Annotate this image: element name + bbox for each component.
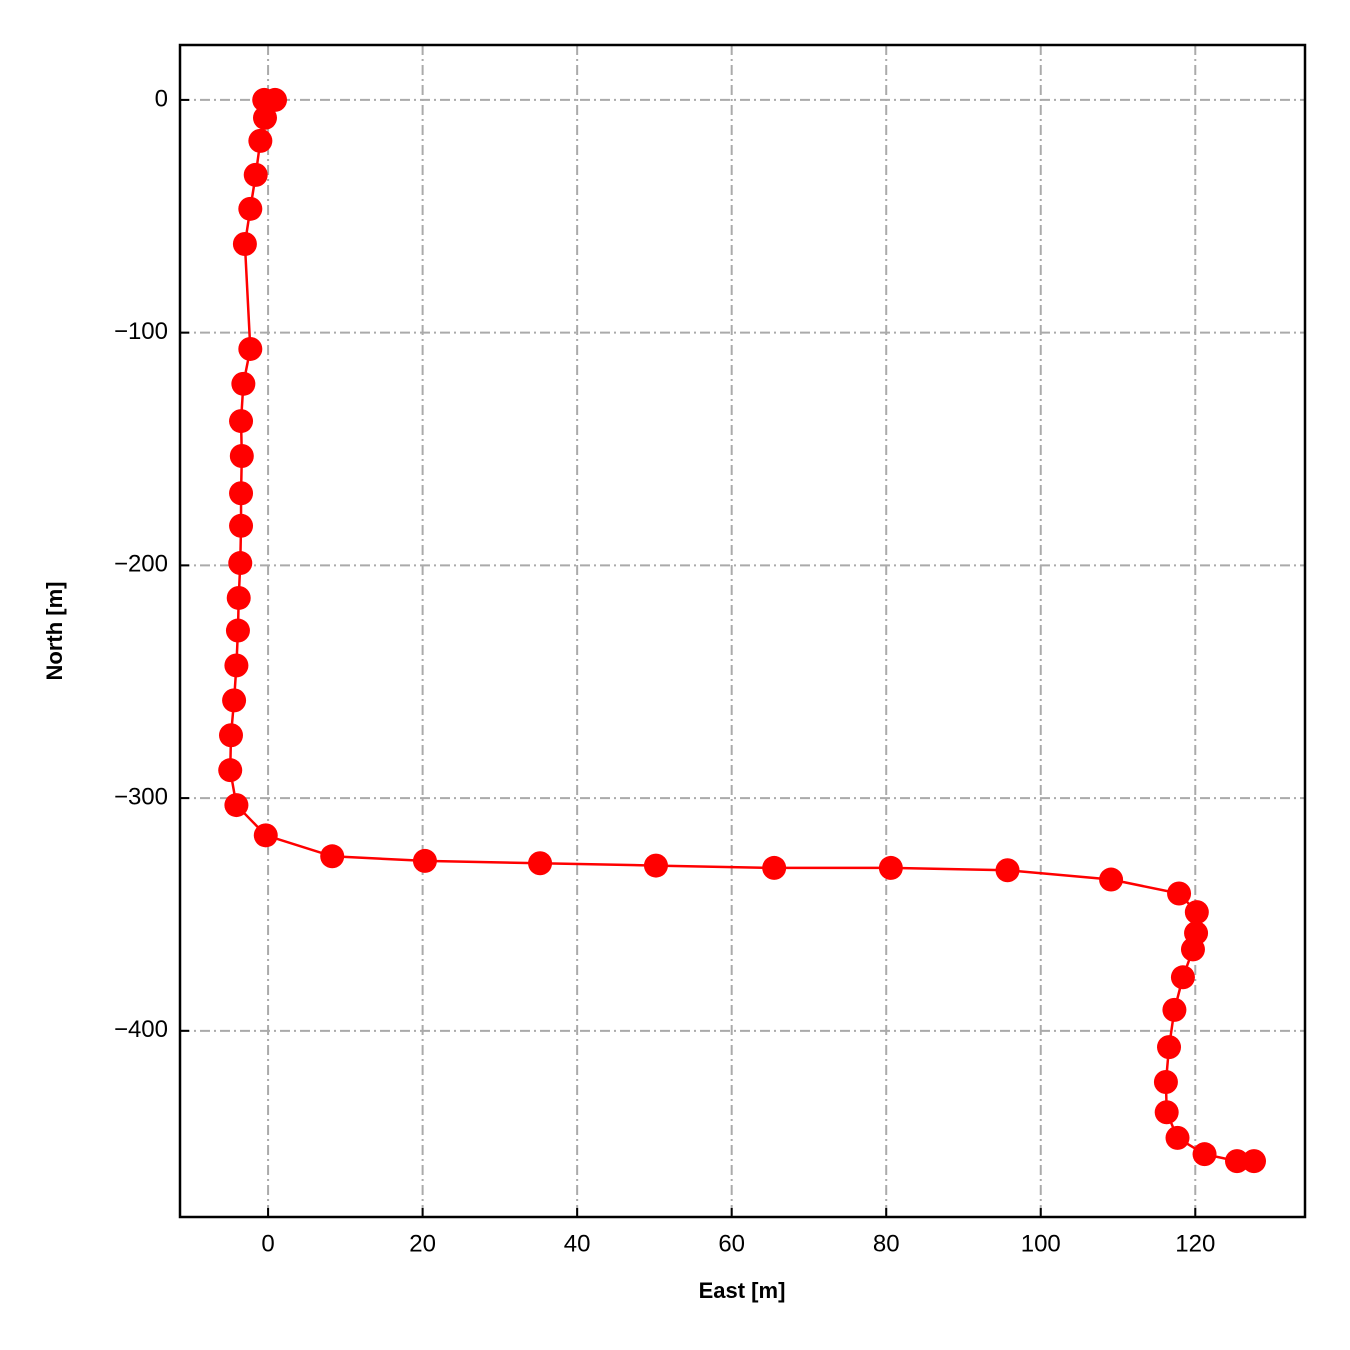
point: [229, 443, 254, 468]
x-tick-label: 60: [718, 1230, 745, 1257]
point: [243, 162, 268, 187]
point: [1170, 965, 1195, 990]
x-tick-label: 80: [873, 1230, 900, 1257]
point: [1154, 1100, 1179, 1125]
point: [253, 823, 278, 848]
point: [252, 87, 277, 112]
plot-frame: [178, 43, 1307, 1219]
point: [762, 855, 787, 880]
point: [1153, 1070, 1178, 1095]
point: [229, 481, 254, 506]
point: [1242, 1149, 1267, 1174]
x-tick-label: 20: [409, 1230, 436, 1257]
point: [218, 723, 243, 748]
point: [231, 371, 256, 396]
y-tick-label: −100: [114, 318, 168, 345]
point: [1167, 881, 1192, 906]
point: [225, 618, 250, 643]
point: [1162, 997, 1187, 1022]
point: [1184, 900, 1209, 925]
point: [229, 409, 254, 434]
point: [224, 793, 249, 818]
point: [224, 653, 249, 678]
point: [232, 231, 257, 256]
point: [229, 513, 254, 538]
y-tick-label: −200: [114, 551, 168, 578]
x-tick-label: 100: [1021, 1230, 1061, 1257]
point: [238, 196, 263, 221]
y-tick-label: −400: [114, 1016, 168, 1043]
point: [228, 551, 253, 576]
point: [320, 844, 345, 869]
x-tick-label: 0: [261, 1230, 274, 1257]
point: [1165, 1125, 1190, 1150]
point: [238, 336, 263, 361]
point: [218, 758, 243, 783]
x-tick-label: 40: [564, 1230, 591, 1257]
point: [1192, 1142, 1217, 1167]
y-axis-label: North [m]: [42, 582, 67, 681]
point: [528, 851, 553, 876]
point: [1157, 1035, 1182, 1060]
point: [222, 688, 247, 713]
point: [1225, 1149, 1250, 1174]
point: [1099, 867, 1124, 892]
point: [226, 585, 251, 610]
x-axis-label: East [m]: [699, 1278, 786, 1303]
point: [643, 853, 668, 878]
point: [1180, 937, 1205, 962]
point: [995, 858, 1020, 883]
y-tick-label: −300: [114, 783, 168, 810]
point: [412, 848, 437, 873]
point: [252, 105, 277, 130]
y-tick-label: 0: [155, 85, 168, 112]
point: [878, 855, 903, 880]
x-tick-label: 120: [1175, 1230, 1215, 1257]
series-line: [228, 98, 1254, 1163]
point: [248, 128, 273, 153]
